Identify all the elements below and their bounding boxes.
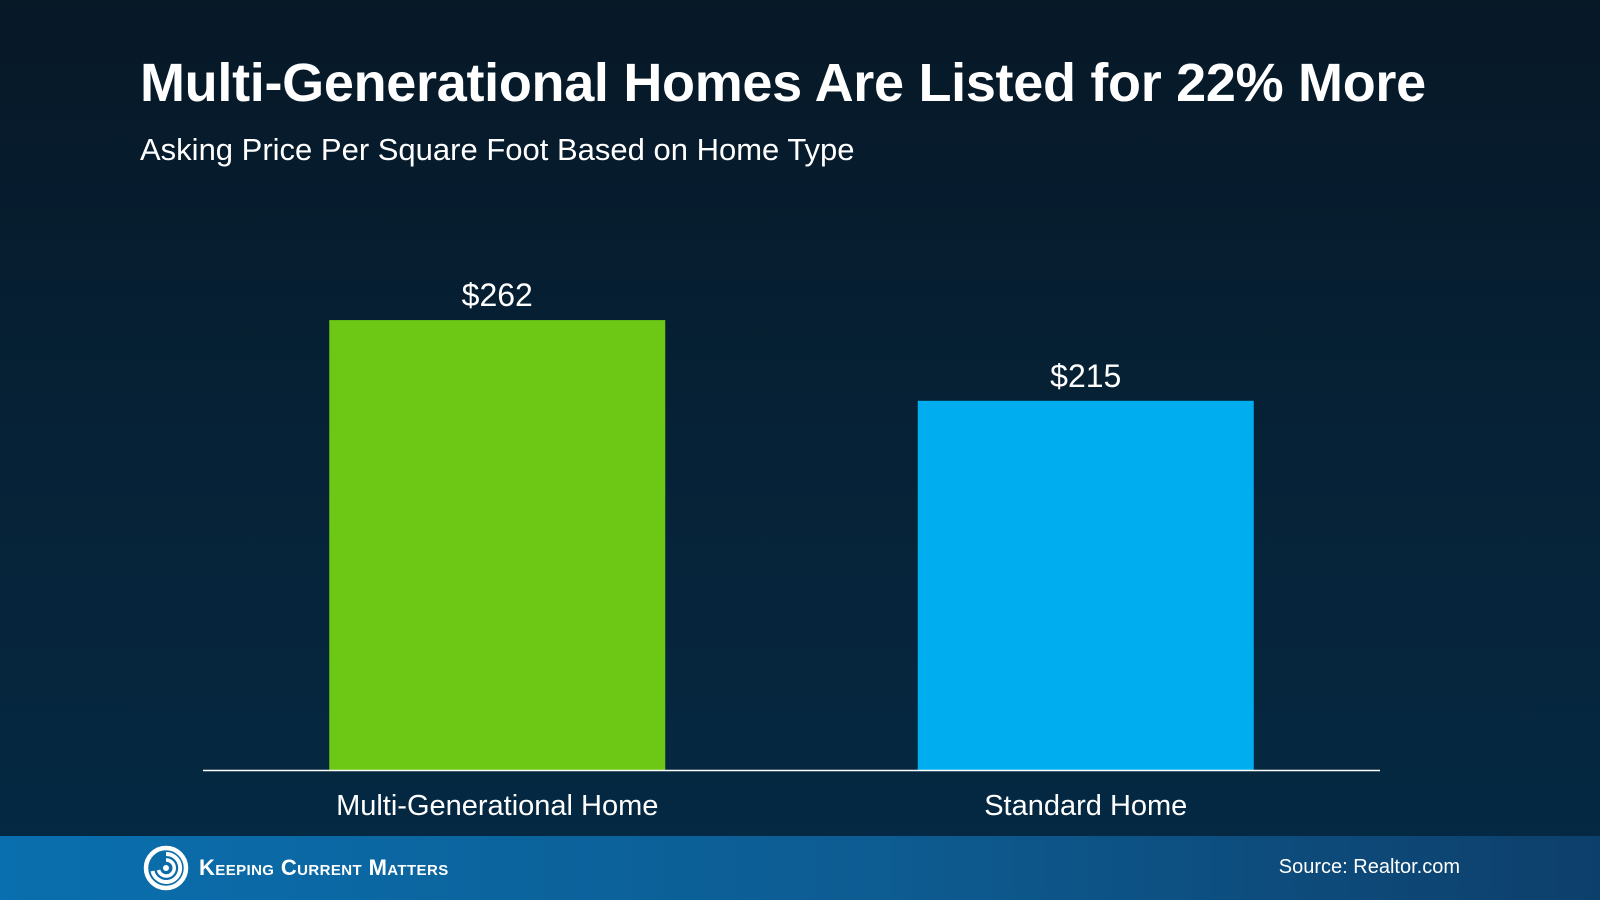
bar-chart: $262 Multi-Generational Home $215 Standard … xyxy=(329,277,1254,822)
chart-title: Multi-Generational Homes Are Listed for … xyxy=(140,53,1426,113)
swirl-logo-icon xyxy=(143,845,189,891)
brand-logo: Keeping Current Matters xyxy=(143,845,449,891)
bar-2 xyxy=(917,400,1254,770)
chart-subtitle: Asking Price Per Square Foot Based on Ho… xyxy=(140,132,855,167)
x-tick-label: Multi-Generational Home xyxy=(336,790,658,822)
data-label: $215 xyxy=(1050,358,1121,394)
source-note: Source: Realtor.com xyxy=(1278,856,1460,878)
x-tick-label: Standard Home xyxy=(984,790,1187,822)
footer-bar: Keeping Current Matters Source: Realtor.… xyxy=(0,836,1600,900)
bar-1 xyxy=(329,320,666,770)
brand-name: Keeping Current Matters xyxy=(199,855,449,880)
data-label: $262 xyxy=(462,277,533,313)
